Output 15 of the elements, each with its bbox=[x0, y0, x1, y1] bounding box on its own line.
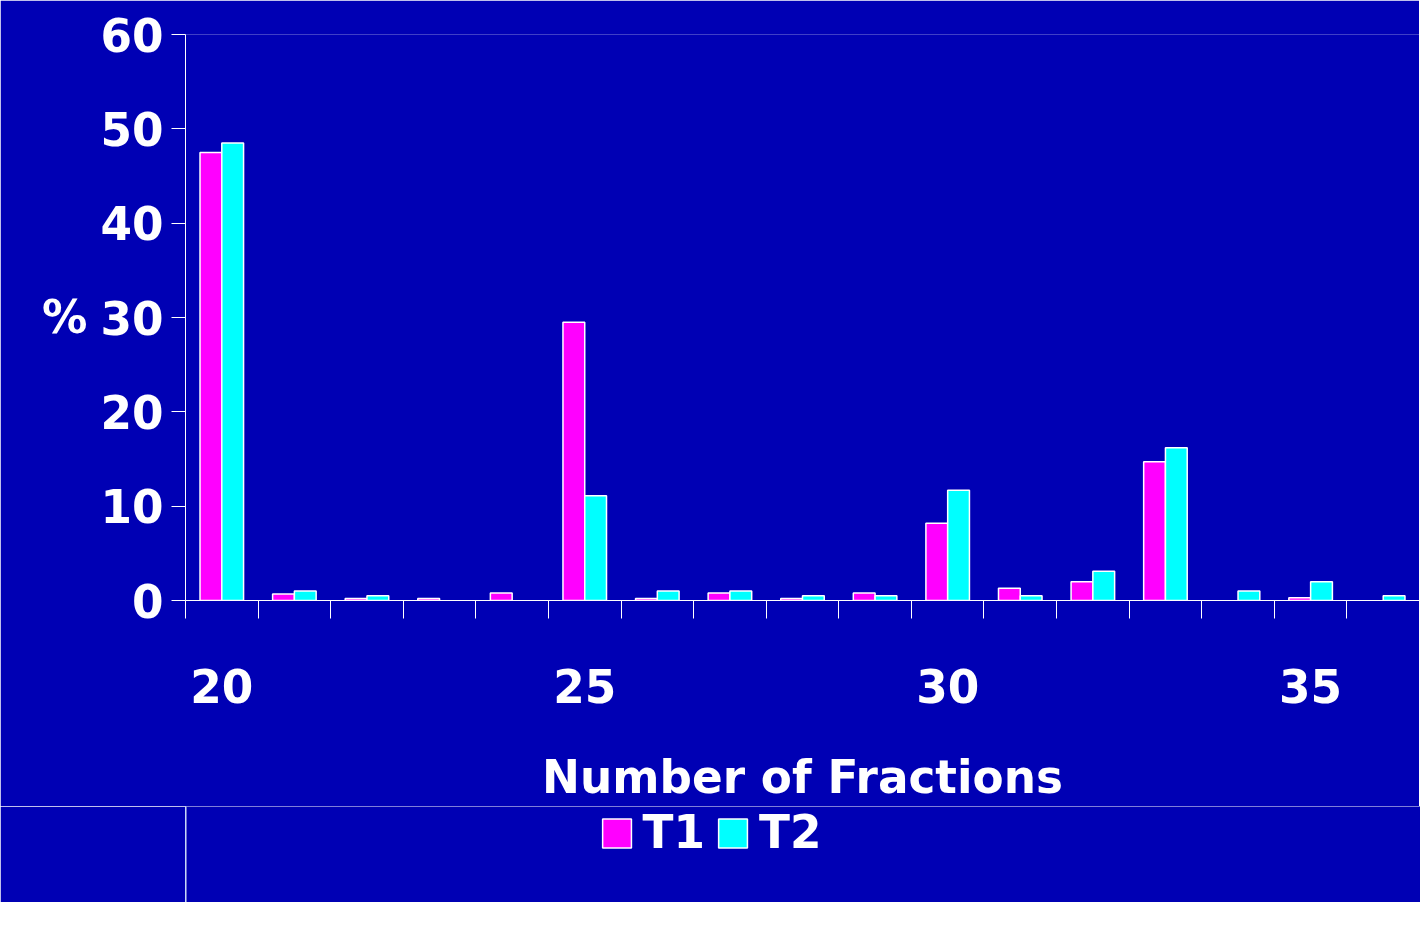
y-tick-label: 20 bbox=[100, 386, 164, 440]
y-tick-label: 10 bbox=[100, 481, 164, 535]
legend-label: T1 bbox=[642, 806, 705, 859]
y-axis-title: % bbox=[42, 291, 88, 344]
x-tick-label: 25 bbox=[553, 660, 617, 714]
legend-label: T2 bbox=[759, 806, 822, 859]
y-tick-label: 0 bbox=[131, 575, 164, 629]
y-tick-label: 50 bbox=[100, 103, 164, 157]
x-tick-label: 35 bbox=[1279, 660, 1343, 714]
y-tick-label: 60 bbox=[100, 9, 164, 63]
x-axis-title: Number of Fractions bbox=[542, 750, 1063, 804]
y-tick-label: 30 bbox=[100, 292, 164, 346]
x-tick-label: 20 bbox=[190, 660, 254, 714]
x-tick-label: 30 bbox=[916, 660, 980, 714]
y-tick-label: 40 bbox=[100, 198, 164, 252]
